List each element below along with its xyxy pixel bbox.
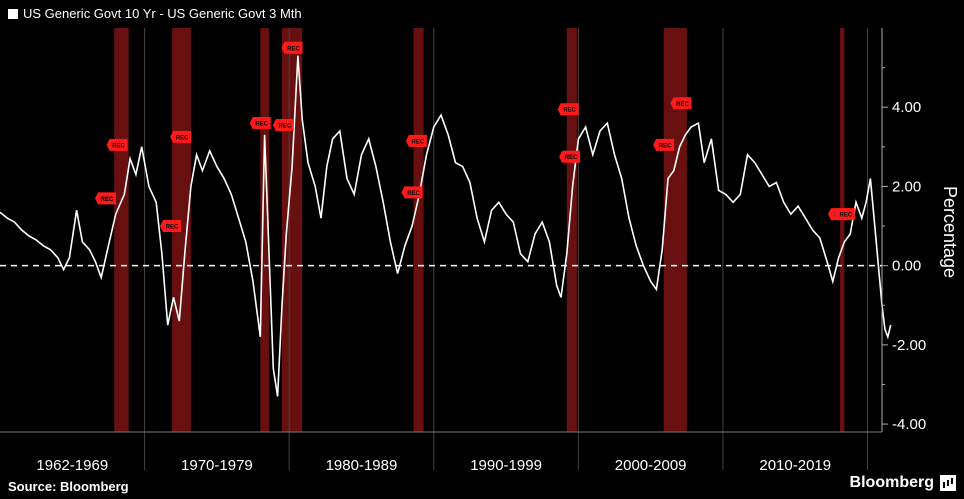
y-tick-label: -2.00 [892, 337, 926, 354]
y-tick-label: 4.00 [892, 99, 921, 116]
recession-marker-shape [405, 134, 427, 147]
recession-band [840, 28, 845, 432]
recession-marker-label: REC [255, 122, 268, 128]
source-note: Source: Bloomberg [8, 479, 129, 494]
recession-marker-label: REC [112, 143, 125, 149]
recession-band [260, 28, 269, 432]
legend-swatch [8, 8, 18, 19]
recession-marker: REC [401, 186, 423, 199]
recession-marker-label: REC [407, 191, 420, 197]
recession-marker-shape [272, 119, 294, 132]
recession-marker: REC [170, 130, 192, 143]
y-tick-label: 2.00 [892, 178, 921, 195]
brand-name: Bloomberg [849, 474, 934, 491]
x-tick-label: 1970-1979 [181, 457, 253, 474]
x-tick-label: 2000-2009 [615, 457, 687, 474]
recession-marker: REC [653, 138, 675, 151]
recession-marker: REC [94, 192, 116, 205]
recession-marker-label: REC [101, 197, 114, 203]
recession-markers: REC REC REC REC REC REC REC REC REC REC REC REC REC R… [94, 41, 855, 233]
recession-band [172, 28, 191, 432]
recession-marker-shape [249, 117, 271, 130]
recession-marker-shape [94, 192, 116, 205]
recession-marker-label: REC [412, 139, 425, 145]
x-axis: 1962-1969 1970-1979 1980-1989 1990-1999 2000… [0, 431, 882, 474]
recession-marker-shape [106, 138, 128, 151]
recession-marker-label: REC [176, 135, 189, 141]
recession-band [413, 28, 424, 432]
legend: US Generic Govt 10 Yr - US Generic Govt … [8, 6, 302, 21]
recession-marker: REC [272, 119, 294, 132]
recession-bands [114, 28, 845, 432]
chart-icon [940, 475, 956, 491]
series-line [0, 55, 892, 397]
recession-marker-shape [670, 97, 692, 110]
recession-marker: REC [160, 220, 182, 233]
x-tick-label: 1990-1999 [470, 457, 542, 474]
recession-marker: REC [405, 134, 427, 147]
recession-marker: REC [106, 138, 128, 151]
recession-marker-label: REC [287, 46, 300, 52]
recession-marker: REC [557, 103, 579, 116]
decade-separators [144, 28, 869, 470]
recession-band [114, 28, 129, 432]
legend-label: US Generic Govt 10 Yr - US Generic Govt … [23, 6, 302, 21]
y-axis: 4.00 2.00 0.00 -2.00 -4.00 [881, 28, 926, 433]
recession-marker-label: REC [279, 124, 292, 130]
recession-marker-label: REC [563, 108, 576, 114]
recession-marker-label: REC [676, 102, 689, 108]
recession-band [566, 28, 577, 432]
recession-marker-shape [653, 138, 675, 151]
x-tick-label: 1980-1989 [326, 457, 398, 474]
recession-marker: REC [833, 208, 855, 221]
recession-marker: REC [670, 97, 692, 110]
recession-marker: REC [249, 117, 271, 130]
recession-marker-label: REC [166, 225, 179, 231]
recession-marker: REC [281, 41, 303, 54]
recession-marker-label: REC [840, 213, 853, 219]
y-axis-label: Percentage [940, 186, 960, 278]
recession-marker-shape [557, 103, 579, 116]
recession-marker-shape [559, 150, 581, 163]
recession-band [663, 28, 687, 432]
recession-marker: REC [559, 150, 581, 163]
recession-marker-label: REC [659, 143, 672, 149]
y-tick-label: 0.00 [892, 258, 921, 275]
recession-marker-shape [170, 130, 192, 143]
recession-marker-shape [160, 220, 182, 233]
y-tick-label: -4.00 [892, 416, 926, 433]
recession-marker-shape [281, 41, 303, 54]
recession-marker-label: REC [565, 155, 578, 161]
recession-marker-shape [401, 186, 423, 199]
brand-logo: Bloomberg [850, 474, 956, 492]
recession-marker-shape [833, 208, 855, 221]
recession-band [281, 28, 303, 432]
x-tick-label: 2010-2019 [759, 457, 831, 474]
x-tick-label: 1962-1969 [36, 457, 108, 474]
